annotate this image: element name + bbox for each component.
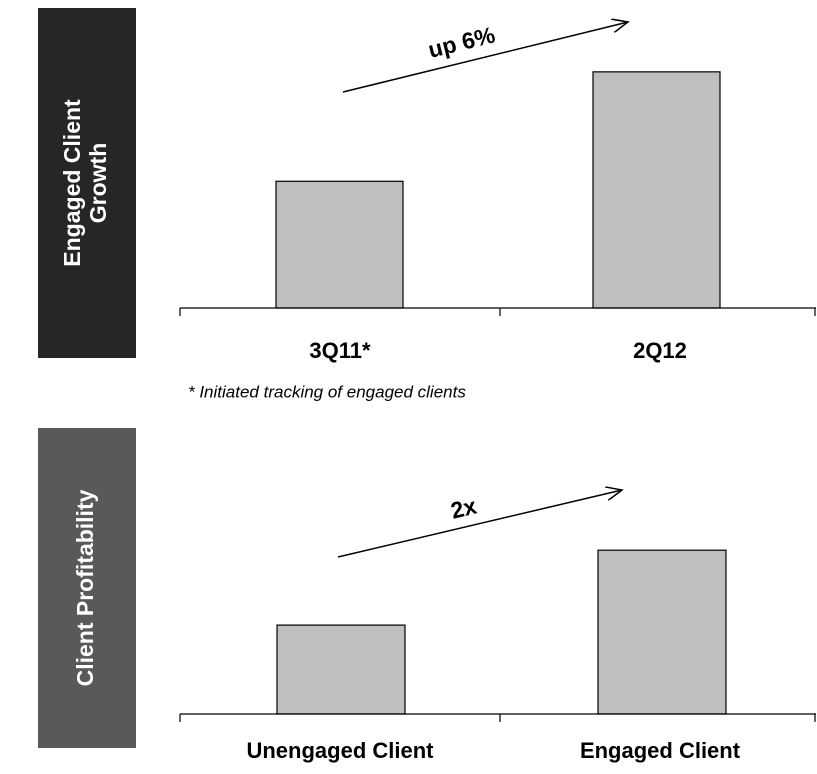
side-title: Engaged Client — [59, 99, 85, 267]
bar — [592, 71, 721, 309]
side-panel — [38, 428, 136, 748]
side-title: Client Profitability — [72, 489, 98, 686]
side-title: Growth — [85, 143, 111, 224]
annotation-arrow — [337, 490, 622, 558]
footnote: * Initiated tracking of engaged clients — [188, 382, 466, 401]
annotation-arrow — [342, 22, 628, 93]
bar — [275, 180, 404, 309]
x-tick-label: 2Q12 — [633, 338, 687, 363]
x-tick-label: Engaged Client — [580, 738, 741, 763]
bar — [276, 624, 406, 715]
bar — [597, 549, 727, 715]
x-tick-label: 3Q11* — [309, 338, 371, 363]
annotation: 2x — [448, 492, 479, 523]
x-tick-label: Unengaged Client — [246, 738, 434, 763]
side-panel — [38, 8, 136, 358]
